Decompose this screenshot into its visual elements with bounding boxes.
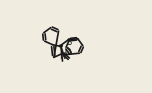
- Text: S: S: [67, 37, 72, 46]
- Text: O: O: [65, 48, 72, 57]
- Text: N: N: [59, 52, 66, 61]
